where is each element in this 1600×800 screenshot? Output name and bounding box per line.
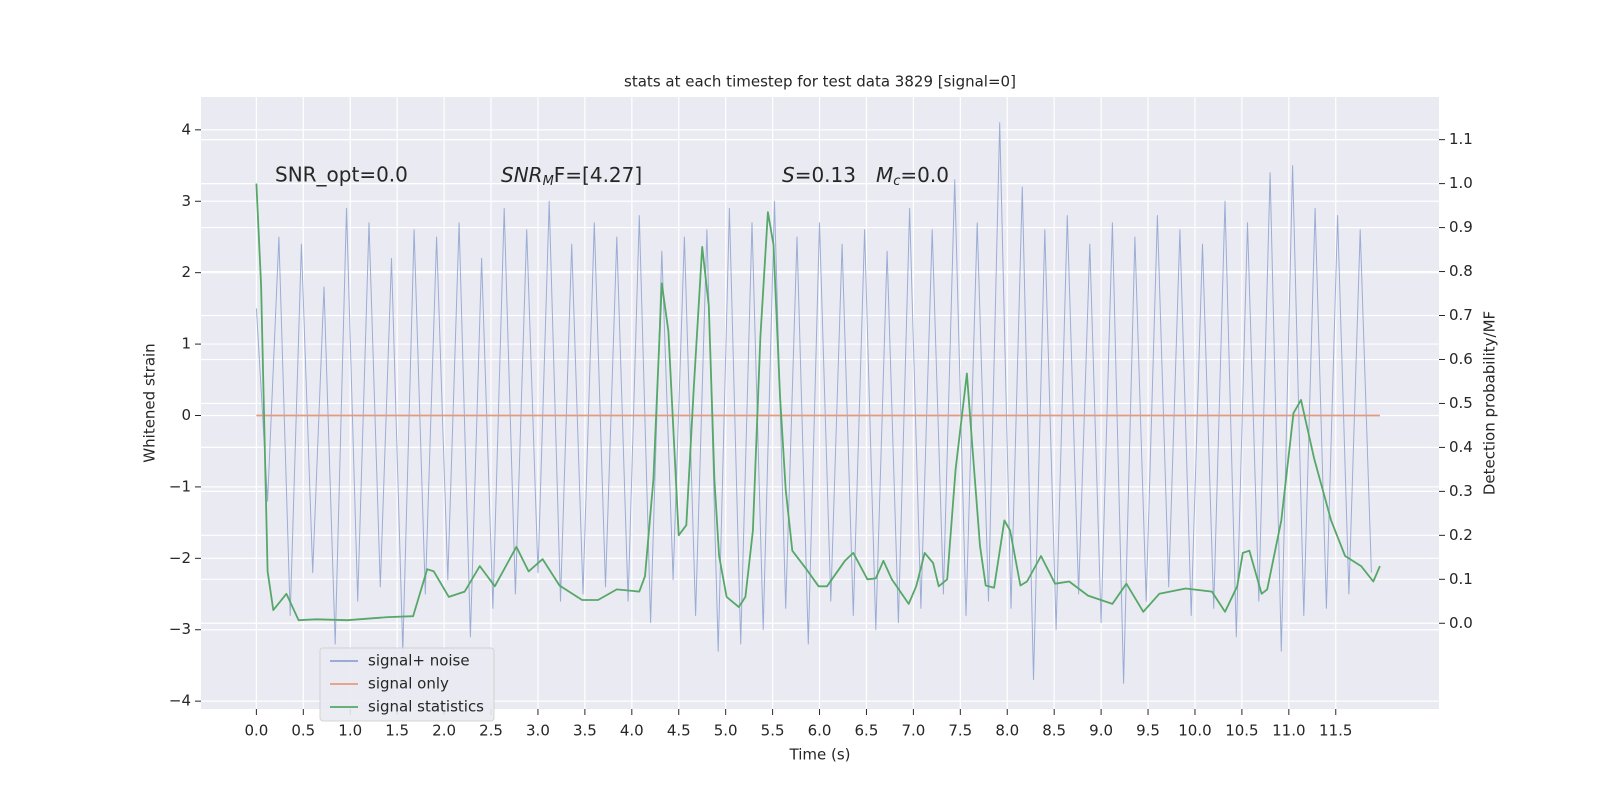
y-tick-label: 2 xyxy=(181,263,191,281)
y2-tick-label: 0.4 xyxy=(1449,438,1473,456)
y2-tick-label: 1.0 xyxy=(1449,174,1473,192)
annotation-part: c xyxy=(893,174,900,189)
x-tick-label: 0.5 xyxy=(291,722,315,740)
x-tick-label: 2.0 xyxy=(432,722,456,740)
x-tick-label: 4.5 xyxy=(667,722,691,740)
y-tick-label: 3 xyxy=(181,192,191,210)
chart-title: stats at each timestep for test data 382… xyxy=(624,73,1016,91)
annotation: Mc=0.0 xyxy=(876,163,949,189)
y2-tick-label: 0.6 xyxy=(1449,350,1473,368)
y2-tick-label: 0.1 xyxy=(1449,570,1473,588)
x-tick-label: 7.0 xyxy=(901,722,925,740)
y-tick-label: −1 xyxy=(169,477,191,495)
x-tick-label: 8.5 xyxy=(1042,722,1066,740)
y2-tick-label: 0.2 xyxy=(1449,526,1473,544)
y2-axis-label: Detection probability/MF xyxy=(1481,311,1499,495)
legend: signal+ noise signal only signal statistic… xyxy=(319,647,495,722)
x-axis-label: Time (s) xyxy=(789,746,851,764)
series-line xyxy=(255,122,1372,684)
annotation: SNR_opt=0.0 xyxy=(275,163,408,187)
x-tick-label: 3.5 xyxy=(573,722,597,740)
annotation: SNRMF=[4.27] xyxy=(501,163,642,189)
y-tick-label: 4 xyxy=(181,120,191,138)
x-tick-label: 8.0 xyxy=(995,722,1019,740)
y2-tick-label: 1.1 xyxy=(1449,130,1473,148)
y2-tick-label: 0.8 xyxy=(1449,262,1473,280)
annotation-part: =0.13 xyxy=(795,163,856,187)
legend-box xyxy=(319,647,495,722)
annotation-part: =0.0 xyxy=(900,163,949,187)
x-tick-label: 6.0 xyxy=(808,722,832,740)
x-tick-label: 11.0 xyxy=(1272,722,1305,740)
y-tick-label: 0 xyxy=(181,406,191,424)
y-tick-label: −3 xyxy=(169,620,191,638)
annotation-part: SNR xyxy=(501,163,543,187)
y2-tick-label: 0.5 xyxy=(1449,394,1473,412)
x-tick-label: 1.0 xyxy=(338,722,362,740)
x-tick-label: 6.5 xyxy=(855,722,879,740)
x-tick-label: 7.5 xyxy=(948,722,972,740)
x-tick-label: 5.5 xyxy=(761,722,785,740)
y2-tick-label: 0.9 xyxy=(1449,218,1473,236)
y-tick-label: −2 xyxy=(169,549,191,567)
x-tick-label: 1.5 xyxy=(385,722,409,740)
x-tick-label: 9.5 xyxy=(1136,722,1160,740)
x-tick-label: 10.0 xyxy=(1178,722,1211,740)
y-axis-label: Whitened strain xyxy=(141,343,159,462)
annotation-part: M xyxy=(543,174,554,189)
series-line xyxy=(255,183,1381,622)
marks xyxy=(255,122,1381,684)
x-tick-label: 10.5 xyxy=(1225,722,1258,740)
x-tick-label: 3.0 xyxy=(526,722,550,740)
x-tick-label: 5.0 xyxy=(714,722,738,740)
x-tick-label: 9.0 xyxy=(1089,722,1113,740)
annotation: S=0.13 xyxy=(782,163,856,187)
legend-label: signal only xyxy=(368,675,449,693)
x-tick-label: 0.0 xyxy=(244,722,268,740)
y2-tick-label: 0.3 xyxy=(1449,482,1473,500)
legend-label: signal+ noise xyxy=(368,652,470,670)
x-tick-label: 2.5 xyxy=(479,722,503,740)
annotation-part: F=[4.27] xyxy=(554,163,642,187)
y2-tick-label: 0.7 xyxy=(1449,306,1473,324)
x-tick-label: 11.5 xyxy=(1319,722,1352,740)
annotation-part: S xyxy=(782,163,795,187)
y-tick-label: 1 xyxy=(181,335,191,353)
y-tick-label: −4 xyxy=(169,692,191,710)
y2-tick-label: 0.0 xyxy=(1449,614,1473,632)
annotation-part: M xyxy=(876,163,893,187)
x-tick-label: 4.0 xyxy=(620,722,644,740)
legend-label: signal statistics xyxy=(368,698,484,716)
